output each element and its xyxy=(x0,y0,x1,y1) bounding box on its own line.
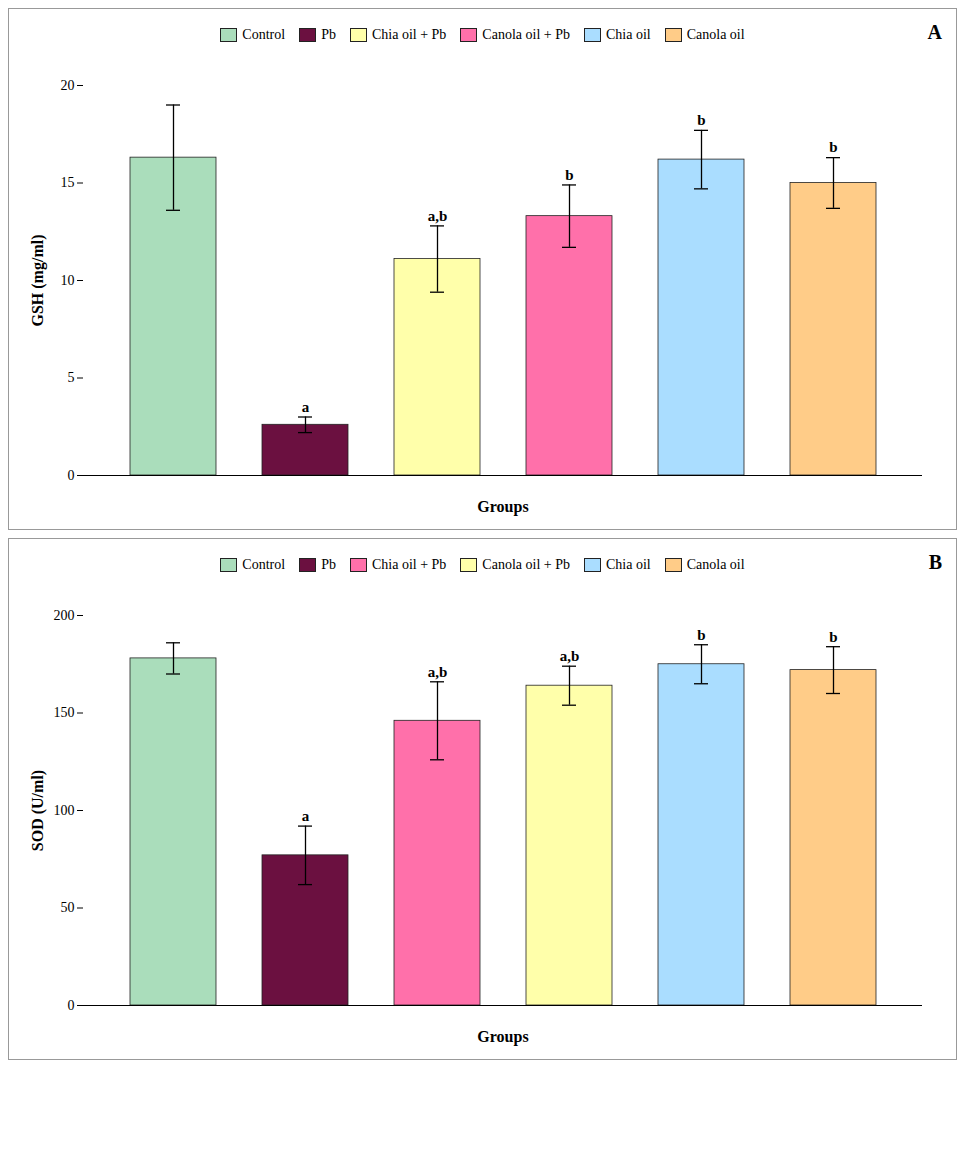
html-text:Chia oil + Pb: Chia oil + Pb xyxy=(371,27,447,42)
svg-text:b: b xyxy=(697,627,705,643)
html-text:Pb: Pb xyxy=(321,27,336,42)
html-text:Control: Control xyxy=(242,557,286,572)
svg-text:20: 20 xyxy=(61,78,75,93)
svg-text:0: 0 xyxy=(68,998,75,1013)
svg-text:a,b: a,b xyxy=(560,648,580,664)
svg-text:10: 10 xyxy=(61,273,75,288)
svg-text:Groups: Groups xyxy=(477,1028,528,1046)
html-text:Chia oil + Pb: Chia oil + Pb xyxy=(371,557,447,572)
svg-text:a,b: a,b xyxy=(428,208,448,224)
html-text:B: B xyxy=(928,551,942,573)
html-text:Chia oil: Chia oil xyxy=(606,557,651,572)
svg-text:a,b: a,b xyxy=(428,664,448,680)
svg-text:b: b xyxy=(565,167,573,183)
svg-text:GSH (mg/ml): GSH (mg/ml) xyxy=(29,235,47,327)
html-text:Canola oil: Canola oil xyxy=(686,557,745,572)
svg-text:SOD (U/ml): SOD (U/ml) xyxy=(29,770,47,851)
html-text:Pb: Pb xyxy=(321,557,336,572)
html-text:Control: Control xyxy=(242,27,286,42)
svg-text:50: 50 xyxy=(61,900,75,915)
svg-text:b: b xyxy=(829,139,837,155)
html-text:Canola oil + Pb: Canola oil + Pb xyxy=(482,27,570,42)
svg-text:b: b xyxy=(829,629,837,645)
svg-text:Groups: Groups xyxy=(477,498,528,516)
svg-text:a: a xyxy=(302,808,310,824)
svg-text:5: 5 xyxy=(68,370,75,385)
html-text:A: A xyxy=(927,21,942,43)
svg-text:200: 200 xyxy=(54,608,75,623)
svg-text:a: a xyxy=(302,399,310,415)
svg-text:0: 0 xyxy=(68,468,75,483)
html-text:Canola oil + Pb: Canola oil + Pb xyxy=(482,557,570,572)
svg-text:100: 100 xyxy=(54,803,75,818)
html-text:Chia oil: Chia oil xyxy=(606,27,651,42)
svg-text:b: b xyxy=(697,112,705,128)
svg-text:15: 15 xyxy=(61,175,75,190)
svg-text:150: 150 xyxy=(54,705,75,720)
html-text:Canola oil: Canola oil xyxy=(686,27,745,42)
